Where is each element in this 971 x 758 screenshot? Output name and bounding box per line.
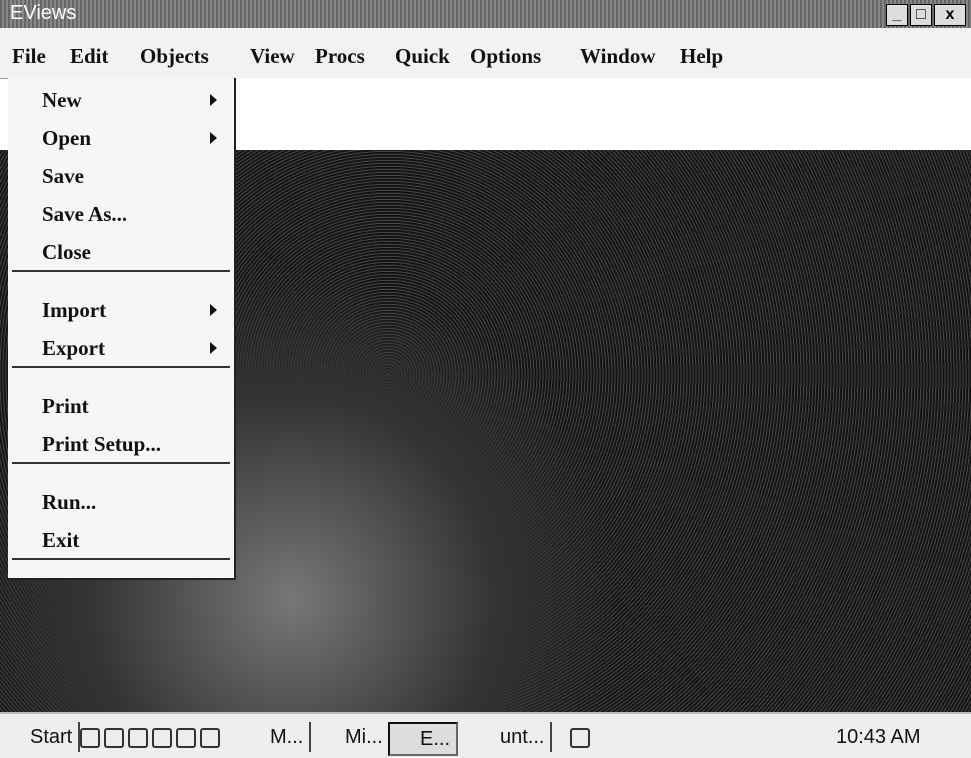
menu-separator <box>12 270 230 272</box>
menu-item[interactable]: Save As... <box>42 202 127 227</box>
menu-item[interactable]: Import <box>42 298 106 323</box>
submenu-arrow <box>210 342 217 354</box>
menu-item[interactable]: Open <box>42 126 91 151</box>
menu-bar: File Edit Objects View Procs Quick Options Wind… <box>0 28 971 79</box>
menu-item[interactable]: Exit <box>42 528 79 553</box>
quick-launch-icon[interactable] <box>128 728 148 748</box>
menu-item[interactable]: Run... <box>42 490 96 515</box>
quick-launch-icon[interactable] <box>200 728 220 748</box>
quick-launch-icon[interactable] <box>152 728 172 748</box>
file-menu: New Open Save Save As... Close Import Export Pr… <box>8 78 236 580</box>
quick-launch-icon[interactable] <box>80 728 100 748</box>
menu-item[interactable]: Close <box>42 240 91 265</box>
quick-launch-icon[interactable] <box>176 728 196 748</box>
menu-item[interactable]: Save <box>42 164 84 189</box>
menu-item[interactable]: New <box>42 88 82 113</box>
taskbar-button[interactable]: unt... <box>470 722 552 752</box>
toolbar-area <box>235 78 971 150</box>
clock: 10:43 AM <box>830 722 927 752</box>
menu-bar-item[interactable]: Procs <box>315 44 365 69</box>
menu-item[interactable]: Print Setup... <box>42 432 161 457</box>
title-bar: EViews _ □ x <box>0 0 971 28</box>
menu-separator <box>12 366 230 368</box>
menu-bar-item[interactable]: Edit <box>70 44 109 69</box>
menu-bar-item[interactable]: Options <box>470 44 541 69</box>
tray-icon <box>570 728 590 748</box>
menu-separator <box>12 558 230 560</box>
menu-bar-item[interactable]: Quick <box>395 44 450 69</box>
taskbar: Start M...Mi...E... unt... 10:43 AM <box>0 712 971 758</box>
maximize-button[interactable]: □ <box>910 4 932 26</box>
menu-bar-item[interactable]: Help <box>680 44 723 69</box>
submenu-arrow <box>210 132 217 144</box>
menu-item[interactable]: Print <box>42 394 89 419</box>
taskbar-button[interactable]: Mi... <box>315 722 391 752</box>
quick-launch-icon[interactable] <box>104 728 124 748</box>
minimize-button[interactable]: _ <box>886 4 908 26</box>
submenu-arrow <box>210 94 217 106</box>
menu-bar-item[interactable]: View <box>250 44 295 69</box>
menu-bar-item[interactable]: File <box>12 44 46 69</box>
start-button[interactable]: Start <box>0 722 80 752</box>
close-button[interactable]: x <box>934 4 966 26</box>
taskbar-button[interactable]: E... <box>388 722 458 756</box>
taskbar-button[interactable]: M... <box>240 722 311 752</box>
menu-item[interactable]: Export <box>42 336 105 361</box>
menu-separator <box>12 462 230 464</box>
menu-bar-item[interactable]: Objects <box>140 44 209 69</box>
window-title: EViews <box>10 2 76 25</box>
submenu-arrow <box>210 304 217 316</box>
menu-bar-item[interactable]: Window <box>580 44 655 69</box>
screen: EViews _ □ x File Edit Objects View Procs Qui… <box>0 0 971 758</box>
